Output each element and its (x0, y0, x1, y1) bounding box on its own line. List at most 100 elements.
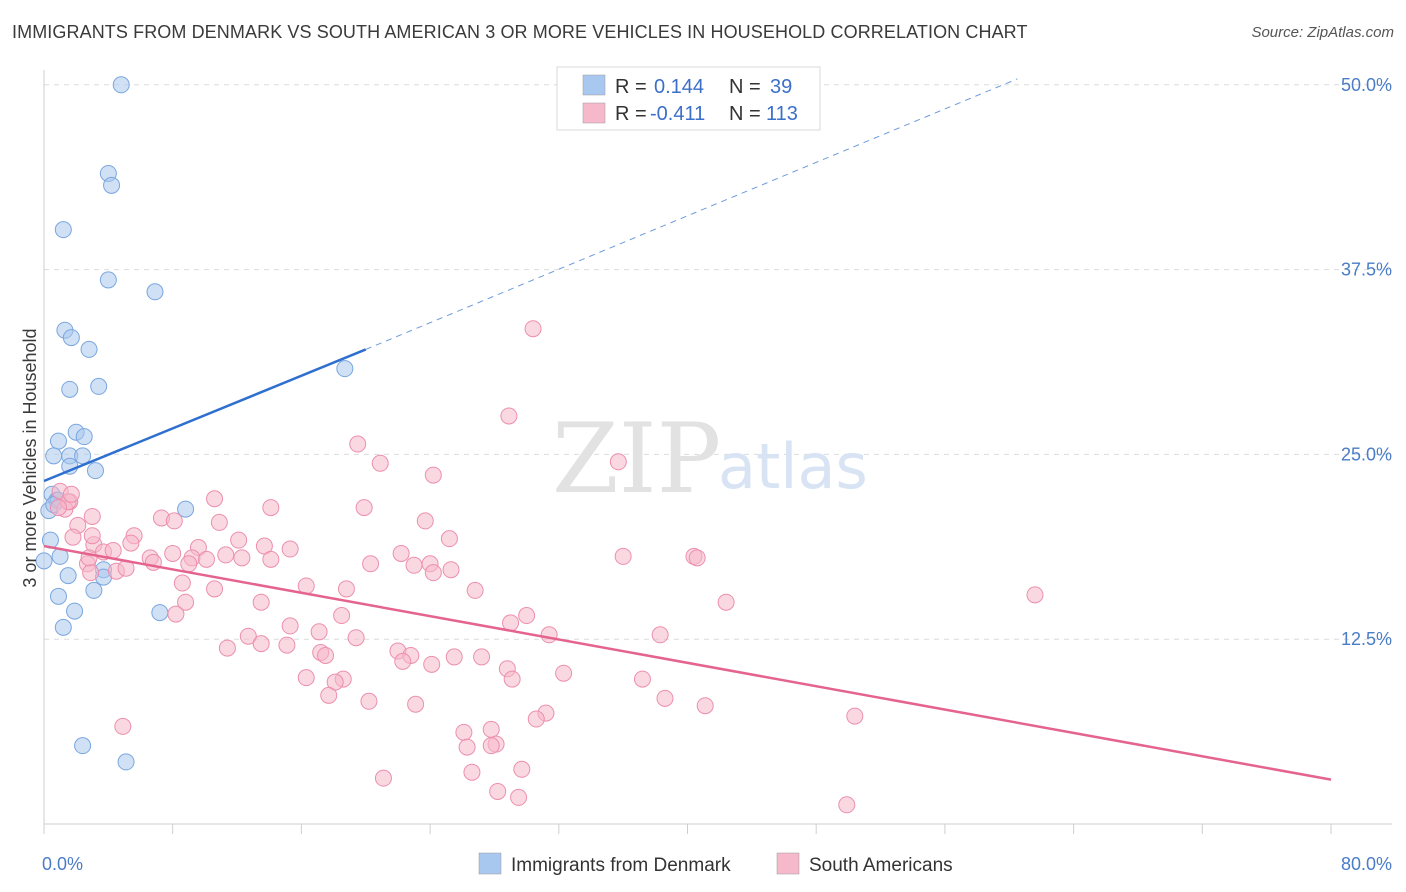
chart-title: IMMIGRANTS FROM DENMARK VS SOUTH AMERICA… (12, 22, 1028, 42)
point-south-americans-34 (392, 544, 410, 562)
point-south-americans-57 (717, 593, 735, 611)
trend-lines (43, 78, 1332, 781)
point-south-americans-102 (463, 763, 481, 781)
point-south-americans-14 (165, 512, 183, 530)
stats-box: R = 0.144 N = 39 R = -0.411 N = 113 (556, 66, 821, 131)
point-south-americans-0 (524, 320, 542, 338)
point-south-americans-62 (281, 617, 299, 635)
stats-r-label-south-americans: R = (615, 103, 647, 125)
point-denmark-14 (49, 432, 67, 450)
watermark: ZIP atlas (552, 403, 868, 515)
point-south-americans-79 (423, 655, 441, 673)
point-south-americans-68 (278, 636, 296, 654)
point-south-americans-103 (513, 760, 531, 778)
point-south-americans-105 (510, 788, 528, 806)
point-south-americans-41 (180, 555, 198, 573)
point-denmark-13 (75, 428, 93, 446)
point-south-americans-11 (355, 499, 373, 517)
data-points (35, 76, 1044, 814)
point-south-americans-20 (64, 528, 82, 546)
point-south-americans-59 (167, 605, 185, 623)
point-south-americans-31 (197, 550, 215, 568)
point-south-americans-15 (210, 513, 228, 531)
point-south-americans-104 (489, 782, 507, 800)
point-south-americans-44 (405, 556, 423, 574)
point-denmark-31 (59, 567, 77, 585)
y-tick-label-0: 12.5% (1341, 629, 1392, 649)
point-south-americans-37 (688, 549, 706, 567)
point-south-americans-4 (371, 454, 389, 472)
y-tick-label-2: 37.5% (1341, 260, 1392, 280)
point-south-americans-108 (49, 499, 67, 517)
point-south-americans-69 (347, 629, 365, 647)
point-south-americans-109 (62, 485, 80, 503)
watermark-atlas: atlas (718, 430, 868, 503)
point-south-americans-67 (252, 635, 270, 653)
point-south-americans-43 (362, 555, 380, 573)
point-denmark-25 (177, 500, 195, 518)
point-denmark-7 (62, 329, 80, 347)
point-denmark-3 (54, 221, 72, 239)
point-south-americans-53 (206, 580, 224, 598)
point-south-americans-93 (527, 710, 545, 728)
legend: Immigrants from Denmark South Americans (478, 852, 953, 876)
point-denmark-33 (49, 587, 67, 605)
point-south-americans-86 (633, 670, 651, 688)
trend-line-denmark (43, 348, 367, 483)
point-denmark-17 (74, 447, 92, 465)
y-axis-label: 3 or more Vehicles in Household (20, 328, 40, 587)
stats-swatch-south-americans (582, 102, 606, 124)
point-denmark-8 (80, 340, 98, 358)
point-denmark-10 (90, 377, 108, 395)
legend-swatch-south-americans (776, 852, 800, 875)
point-south-americans-89 (407, 695, 425, 713)
point-south-americans-2 (349, 435, 367, 453)
point-denmark-9 (61, 380, 79, 398)
point-denmark-0 (112, 76, 130, 94)
point-denmark-27 (35, 552, 53, 570)
point-south-americans-1 (500, 407, 518, 425)
point-south-americans-35 (614, 547, 632, 565)
axes (43, 70, 1392, 834)
point-south-americans-54 (466, 581, 484, 599)
x-tick-label-0: 0.0% (42, 854, 83, 874)
point-south-americans-61 (518, 607, 536, 625)
point-south-americans-10 (262, 499, 280, 517)
point-south-americans-83 (297, 669, 315, 687)
grid-lines (44, 84, 1392, 640)
point-south-americans-47 (424, 564, 442, 582)
point-south-americans-110 (104, 541, 122, 559)
y-tick-label-3: 50.0% (1341, 75, 1392, 95)
point-south-americans-77 (473, 648, 491, 666)
trend-extension-denmark (365, 78, 1018, 350)
point-denmark-32 (85, 581, 103, 599)
stats-r-value-denmark: 0.144 (654, 76, 704, 98)
stats-r-label-denmark: R = (615, 76, 647, 98)
point-south-americans-19 (440, 530, 458, 548)
point-south-americans-16 (416, 512, 434, 530)
point-south-americans-65 (540, 626, 558, 644)
point-south-americans-100 (374, 769, 392, 787)
point-denmark-37 (74, 737, 92, 755)
point-south-americans-52 (337, 580, 355, 598)
point-south-americans-88 (360, 692, 378, 710)
point-denmark-34 (66, 602, 84, 620)
point-south-americans-76 (445, 648, 463, 666)
point-south-americans-111 (83, 527, 101, 545)
stats-n-value-south-americans: 113 (766, 103, 798, 125)
point-south-americans-60 (333, 607, 351, 625)
point-south-americans-90 (656, 689, 674, 707)
point-south-americans-50 (173, 574, 191, 592)
legend-label-south-americans: South Americans (809, 855, 953, 876)
point-south-americans-82 (503, 670, 521, 688)
point-south-americans-23 (122, 534, 140, 552)
point-south-americans-95 (114, 717, 132, 735)
stats-n-value-denmark: 39 (770, 76, 792, 98)
y-tick-label-1: 25.0% (1341, 444, 1392, 464)
point-denmark-19 (86, 462, 104, 480)
point-south-americans-91 (696, 697, 714, 715)
point-south-americans-63 (310, 623, 328, 641)
legend-label-denmark: Immigrants from Denmark (511, 855, 731, 876)
point-south-americans-78 (394, 652, 412, 670)
point-south-americans-87 (320, 686, 338, 704)
